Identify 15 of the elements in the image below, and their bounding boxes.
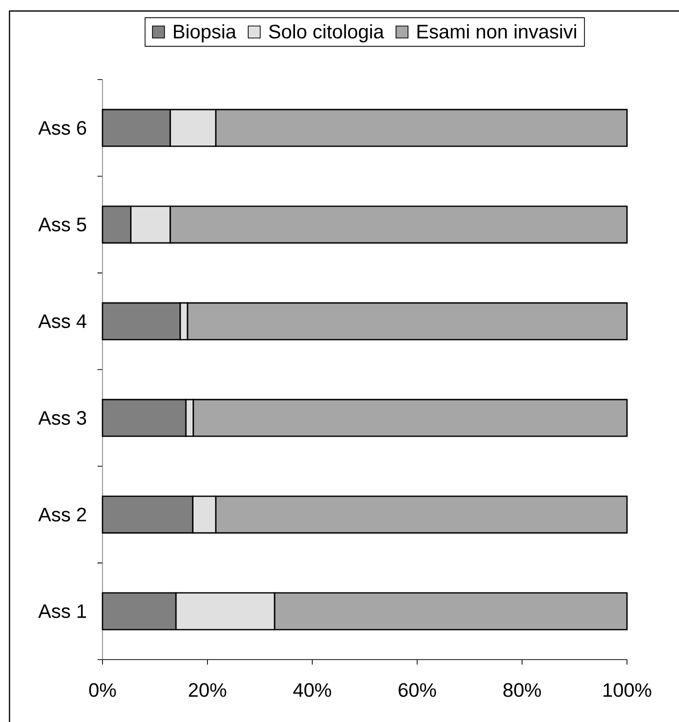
legend-label: Solo citologia [269,24,384,42]
y-tick-label: Ass 5 [38,218,86,232]
y-tick-label: Ass 2 [38,508,86,522]
y-tick-label: Ass 3 [38,411,86,425]
x-tick-label: 100% [604,683,652,697]
legend-label: Biopsia [174,24,236,42]
y-tick-label: Ass 1 [38,604,86,618]
y-tick-label: Ass 6 [38,121,86,135]
x-tick-label: 40% [293,683,332,697]
x-tick-label: 20% [188,683,226,697]
x-tick-label: 60% [398,683,436,697]
x-tick-label: 0% [89,683,116,697]
y-tick-label: Ass 4 [38,314,86,328]
legend-label: Esami non invasivi [418,24,576,39]
x-tick-label: 80% [503,683,541,697]
